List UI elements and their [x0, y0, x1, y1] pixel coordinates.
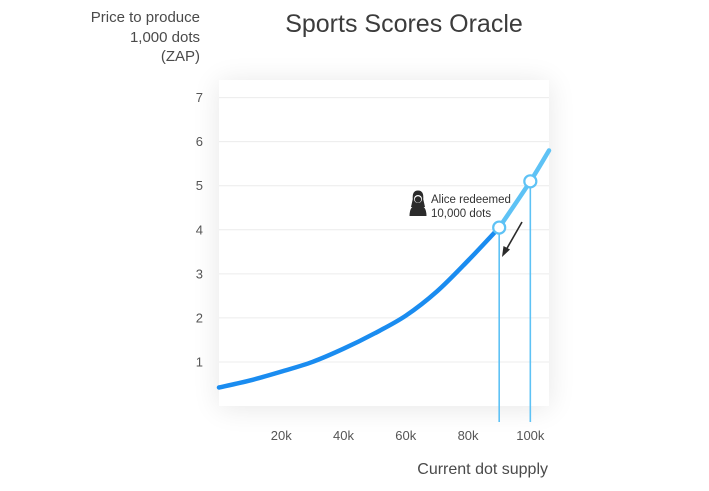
- y-tick-label: 3: [196, 266, 203, 281]
- markers: [492, 174, 538, 235]
- x-axis-label: Current dot supply: [417, 461, 548, 478]
- y-axis-label-line-2: 1,000 dots: [130, 29, 200, 46]
- y-tick-label: 5: [196, 178, 203, 193]
- x-tick-label: 20k: [271, 428, 292, 443]
- y-tick-label: 2: [196, 310, 203, 325]
- data-marker: [523, 174, 538, 189]
- arrow-down-left-icon: [502, 221, 523, 257]
- grid: [219, 97, 549, 363]
- y-axis-label-line-3: (ZAP): [161, 48, 200, 65]
- x-tick-label: 80k: [458, 428, 479, 443]
- data-marker: [492, 220, 507, 235]
- annotation-line-1: Alice redeemed: [431, 194, 511, 206]
- x-tick-label: 40k: [333, 428, 354, 443]
- annotation-line-2: 10,000 dots: [431, 208, 491, 220]
- annotation: Alice redeemed 10,000 dots: [409, 190, 523, 257]
- x-axis: 20k 40k 60k 80k 100k: [271, 428, 545, 443]
- x-tick-label: 60k: [395, 428, 416, 443]
- y-axis-label-line-1: Price to produce: [91, 9, 200, 26]
- y-tick-label: 7: [196, 90, 203, 105]
- y-tick-label: 1: [196, 354, 203, 369]
- y-tick-label: 6: [196, 134, 203, 149]
- chart-title: Sports Scores Oracle: [285, 10, 523, 38]
- series-line: [216, 225, 502, 390]
- y-tick-label: 4: [196, 222, 203, 237]
- x-tick-label: 100k: [516, 428, 545, 443]
- plot-panel: [219, 80, 549, 406]
- y-axis: 1 2 3 4 5 6 7: [196, 90, 203, 369]
- user-avatar-icon: [409, 190, 427, 216]
- drop-lines: [498, 181, 532, 422]
